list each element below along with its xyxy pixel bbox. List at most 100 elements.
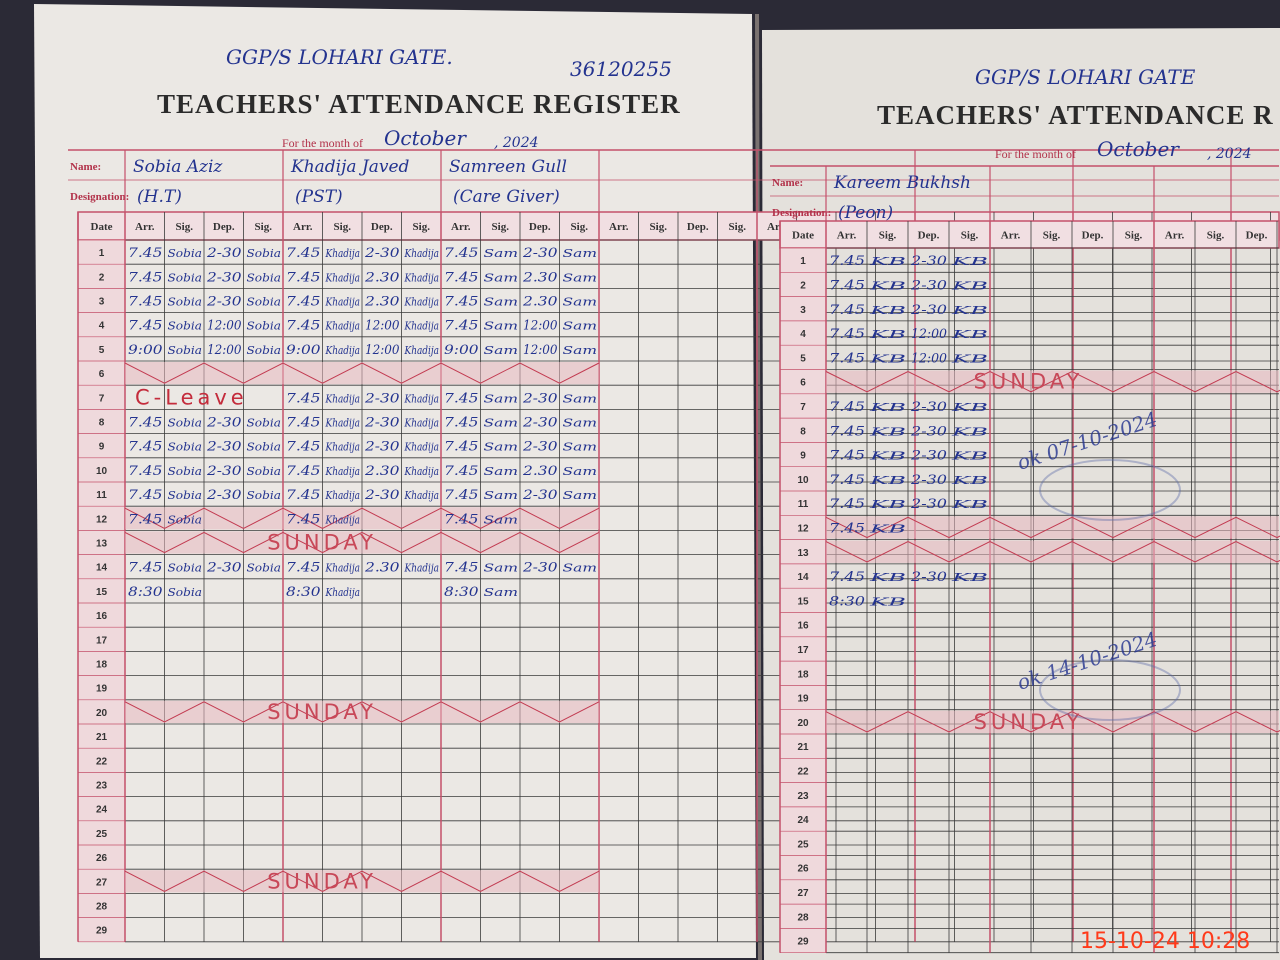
entry: Sam <box>484 344 519 357</box>
entry: Khadija <box>325 344 360 357</box>
entry: KB <box>950 304 988 317</box>
entry: Khadija <box>325 271 360 284</box>
entry: 7.45 <box>444 416 479 431</box>
entry: Sobia <box>247 441 282 454</box>
entry: 7.45 <box>829 424 865 439</box>
entry: Khadija <box>325 586 360 599</box>
entry: Sam <box>484 247 519 260</box>
entry: 7.45 <box>128 512 163 527</box>
entry: 2-30 <box>910 254 947 269</box>
column-header: Sig. <box>413 221 431 233</box>
register-title: TEACHERS' ATTENDANCE REGISTER <box>157 89 681 119</box>
entry: 2.30 <box>364 270 400 285</box>
date: 9 <box>99 442 105 453</box>
entry: Sam <box>484 489 519 502</box>
column-header: Sig. <box>1043 230 1061 242</box>
column-header: Sig. <box>571 221 589 233</box>
entry: Sam <box>484 320 519 333</box>
entry: 2.30 <box>364 295 400 310</box>
entry: Sobia <box>247 417 282 430</box>
entry: Sobia <box>247 296 282 309</box>
entry: 2-30 <box>364 391 400 406</box>
entry: Sam <box>563 320 598 333</box>
stamp <box>1039 459 1181 521</box>
column-header: Sig. <box>1207 230 1225 242</box>
date: 2 <box>99 272 105 283</box>
entry: KB <box>950 352 988 365</box>
column-header: Arr. <box>837 230 857 242</box>
entry: 2-30 <box>206 416 242 431</box>
date: 5 <box>99 345 105 356</box>
entry: 7.45 <box>829 351 865 366</box>
entry: 7.45 <box>286 270 321 285</box>
timestamp: 15-10-24 10:28 <box>1080 929 1250 954</box>
cross-zigzag <box>124 362 600 384</box>
column-header: Arr. <box>451 221 471 233</box>
entry: 7.45 <box>286 488 321 503</box>
entry: Sam <box>484 417 519 430</box>
date: 28 <box>96 902 108 913</box>
date: 7 <box>800 402 806 413</box>
date: 10 <box>96 466 108 477</box>
date: 5 <box>800 353 806 364</box>
entry: Khadija <box>325 562 360 575</box>
entry: KB <box>950 571 988 584</box>
entry: Khadija <box>325 392 360 405</box>
date: 3 <box>99 297 105 308</box>
date: 25 <box>96 829 108 840</box>
entry: 12:00 <box>207 343 242 358</box>
register-title: TEACHERS' ATTENDANCE R <box>877 100 1274 130</box>
leave-note: C-Leave <box>135 385 248 409</box>
sunday-note: SUNDAY <box>267 700 377 724</box>
entry: Sam <box>563 465 598 478</box>
date: 13 <box>96 539 108 550</box>
entry: KB <box>868 522 906 535</box>
crossed-row <box>125 870 599 893</box>
entry: Sam <box>484 271 519 284</box>
entry: 7.45 <box>286 295 321 310</box>
entry: Khadija <box>325 513 360 526</box>
column-header: Sig. <box>650 221 668 233</box>
date: 12 <box>96 514 108 525</box>
date-column <box>78 240 125 942</box>
year: , 2024 <box>494 135 539 151</box>
month-label: For the month of <box>995 147 1076 161</box>
entry: 7.45 <box>829 473 865 488</box>
entry: 2-30 <box>522 488 558 503</box>
date: 11 <box>798 499 809 510</box>
entry: 2-30 <box>522 416 558 431</box>
entry: 7.45 <box>444 512 479 527</box>
entry: Khadija <box>404 296 439 309</box>
right-page <box>762 28 1280 960</box>
column-header: Date <box>792 230 814 242</box>
entry: KB <box>868 450 906 463</box>
entry: KB <box>950 450 988 463</box>
teacher-name: Sobia Aziz <box>133 157 223 177</box>
designation-label: Designation: <box>772 207 831 219</box>
entry: Khadija <box>404 320 439 333</box>
entry: Sam <box>484 441 519 454</box>
column-header: Sig. <box>176 221 194 233</box>
cross-zigzag <box>124 507 600 529</box>
entry: 12:00 <box>207 319 242 334</box>
column-header: Sig. <box>729 221 747 233</box>
column-header: Dep. <box>918 230 940 242</box>
sunday-note: SUNDAY <box>267 869 377 893</box>
entry: KB <box>868 352 906 365</box>
entry: Sam <box>484 586 519 599</box>
entry: 7.45 <box>286 246 321 261</box>
entry: Sobia <box>168 489 203 502</box>
entry: KB <box>868 498 906 511</box>
entry: 7.45 <box>444 440 479 455</box>
entry: 8:30 <box>829 594 865 609</box>
entry: 7.45 <box>444 488 479 503</box>
entry: 2.30 <box>522 270 558 285</box>
entry: Sobia <box>247 489 282 502</box>
entry: 7.45 <box>444 295 479 310</box>
entry: 7.45 <box>128 440 163 455</box>
date: 17 <box>96 635 108 646</box>
entry: 7.45 <box>128 464 163 479</box>
